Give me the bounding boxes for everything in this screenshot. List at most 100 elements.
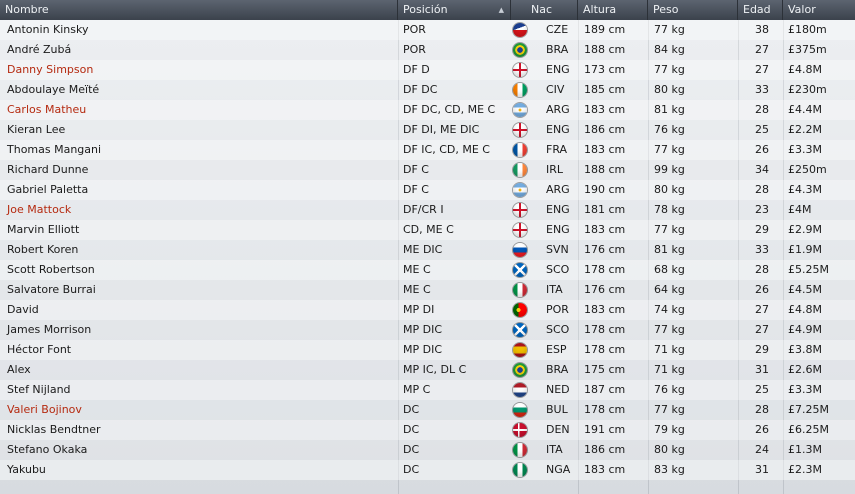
column-header-posicion[interactable]: Posición ▲ [398,0,511,20]
column-divider [398,20,399,494]
table-row[interactable]: Yakubu DC NGA 183 cm 83 kg 31 £2.3M [0,460,855,480]
player-weight: 77 kg [654,143,685,156]
player-name[interactable]: Héctor Font [7,343,72,356]
player-value: £4.9M [788,323,822,336]
table-row[interactable]: Nicklas Bendtner DC DEN 191 cm 79 kg 26 £6.25M [0,420,855,440]
player-position: DF C [403,163,429,176]
player-weight: 64 kg [654,283,685,296]
player-age: 26 [755,143,769,156]
player-nationality: ITA [546,283,563,296]
player-name[interactable]: Danny Simpson [7,63,94,76]
player-name[interactable]: Kieran Lee [7,123,66,136]
table-row[interactable]: Robert Koren ME DIC SVN 176 cm 81 kg 33 £1.9M [0,240,855,260]
czech-flag-icon [513,23,527,37]
brazil-flag-icon [513,363,527,377]
column-header-nombre[interactable]: Nombre [0,0,398,20]
table-row[interactable]: Richard Dunne DF C IRL 188 cm 99 kg 34 £250m [0,160,855,180]
player-weight: 81 kg [654,243,685,256]
player-name[interactable]: Abdoulaye Meïté [7,83,100,96]
table-row[interactable]: Joe Mattock DF/CR I ENG 181 cm 78 kg 23 £4M [0,200,855,220]
player-value: £230m [788,83,827,96]
table-row[interactable]: Antonin Kinsky POR CZE 189 cm 77 kg 38 £180m [0,20,855,40]
player-name[interactable]: Stef Nijland [7,383,71,396]
player-name[interactable]: James Morrison [7,323,92,336]
player-value: £250m [788,163,827,176]
player-name[interactable]: Joe Mattock [7,203,72,216]
player-name[interactable]: Nicklas Bendtner [7,423,101,436]
player-name[interactable]: Yakubu [7,463,46,476]
table-row[interactable]: James Morrison MP DIC SCO 178 cm 77 kg 27 £4.9… [0,320,855,340]
player-name[interactable]: André Zubá [7,43,72,56]
column-header-nac[interactable]: Nac [511,0,578,20]
player-name[interactable]: Marvin Elliott [7,223,80,236]
player-value: £180m [788,23,827,36]
table-row[interactable]: Gabriel Paletta DF C ARG 190 cm 80 kg 28 £4.3M [0,180,855,200]
player-nationality: ARG [546,103,570,116]
player-height: 181 cm [584,203,626,216]
player-position: ME C [403,283,431,296]
player-weight: 74 kg [654,303,685,316]
player-position: CD, ME C [403,223,454,236]
player-nationality: ENG [546,223,570,236]
table-row[interactable]: Abdoulaye Meïté DF DC CIV 185 cm 80 kg 33 £230… [0,80,855,100]
player-age: 33 [755,243,769,256]
table-row[interactable]: Thomas Mangani DF IC, CD, ME C FRA 183 cm 77… [0,140,855,160]
player-age: 26 [755,423,769,436]
player-value: £4.3M [788,183,822,196]
player-age: 31 [755,363,769,376]
table-row[interactable]: Héctor Font MP DIC ESP 178 cm 71 kg 29 £3.8M [0,340,855,360]
table-row[interactable]: Kieran Lee DF DI, ME DIC ENG 186 cm 76 kg 25 £… [0,120,855,140]
england-flag-icon [513,223,527,237]
player-value: £7.25M [788,403,829,416]
table-header: Nombre Posición ▲ Nac Altura Peso Edad Va… [0,0,855,20]
table-row[interactable]: Alex MP IC, DL C BRA 175 cm 71 kg 31 £2.6M [0,360,855,380]
portugal-flag-icon [513,303,527,317]
player-height: 186 cm [584,443,626,456]
player-weight: 76 kg [654,383,685,396]
player-nationality: ESP [546,343,567,356]
table-row[interactable]: Stef Nijland MP C NED 187 cm 76 kg 25 £3.3M [0,380,855,400]
scotland-flag-icon [513,323,527,337]
player-weight: 80 kg [654,83,685,96]
player-name[interactable]: Scott Robertson [7,263,95,276]
player-height: 178 cm [584,343,626,356]
denmark-flag-icon [513,423,527,437]
england-flag-icon [513,123,527,137]
table-row[interactable]: David MP DI POR 183 cm 74 kg 27 £4.8M [0,300,855,320]
column-label: Edad [743,3,771,16]
table-row[interactable]: André Zubá POR BRA 188 cm 84 kg 27 £375m [0,40,855,60]
player-name[interactable]: Gabriel Paletta [7,183,89,196]
player-weight: 84 kg [654,43,685,56]
player-name[interactable]: Salvatore Burrai [7,283,96,296]
table-row[interactable]: Salvatore Burrai ME C ITA 176 cm 64 kg 26 £4.5… [0,280,855,300]
table-row[interactable]: Scott Robertson ME C SCO 178 cm 68 kg 28 £5.25… [0,260,855,280]
player-value: £6.25M [788,423,829,436]
player-nationality: NGA [546,463,571,476]
player-name[interactable]: Stefano Okaka [7,443,88,456]
table-row[interactable]: Stefano Okaka DC ITA 186 cm 80 kg 24 £1.3M [0,440,855,460]
table-row[interactable]: Carlos Matheu DF DC, CD, ME C ARG 183 cm 81 … [0,100,855,120]
player-name[interactable]: Alex [7,363,31,376]
player-name[interactable]: Carlos Matheu [7,103,87,116]
player-name[interactable]: David [7,303,39,316]
player-age: 34 [755,163,769,176]
column-header-valor[interactable]: Valor [783,0,855,20]
player-name[interactable]: Robert Koren [7,243,79,256]
player-name[interactable]: Thomas Mangani [7,143,102,156]
player-name[interactable]: Antonin Kinsky [7,23,89,36]
player-name[interactable]: Richard Dunne [7,163,89,176]
column-header-edad[interactable]: Edad [738,0,783,20]
table-row[interactable]: Marvin Elliott CD, ME C ENG 183 cm 77 kg 29 £2… [0,220,855,240]
table-row[interactable]: Danny Simpson DF D ENG 173 cm 77 kg 27 £4.8M [0,60,855,80]
player-age: 24 [755,443,769,456]
column-header-peso[interactable]: Peso [648,0,738,20]
column-header-altura[interactable]: Altura [578,0,648,20]
player-nationality: SVN [546,243,569,256]
player-name[interactable]: Valeri Bojinov [7,403,82,416]
player-position: DC [403,463,420,476]
player-height: 183 cm [584,303,626,316]
italy-flag-icon [513,283,527,297]
argentina-flag-icon [513,183,527,197]
table-row[interactable]: Valeri Bojinov DC BUL 178 cm 77 kg 28 £7.25M [0,400,855,420]
player-weight: 77 kg [654,223,685,236]
